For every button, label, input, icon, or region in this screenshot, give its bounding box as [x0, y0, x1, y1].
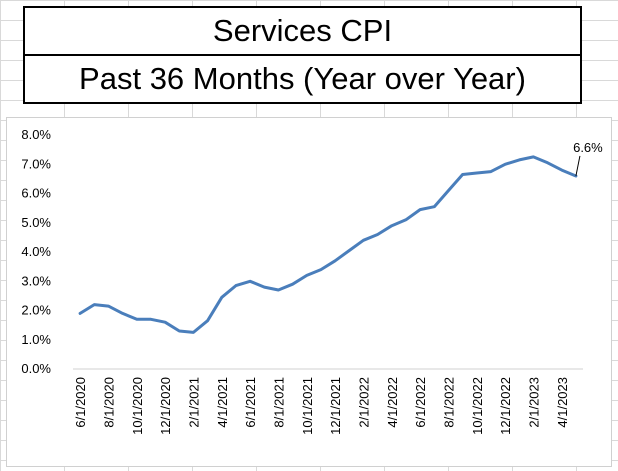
x-tick-label: 4/1/2022 [385, 377, 400, 428]
x-tick-label: 4/1/2021 [215, 377, 230, 428]
annotation-label: 6.6% [573, 140, 603, 155]
x-tick-label: 10/1/2020 [130, 377, 145, 435]
y-tick-label: 5.0% [21, 215, 51, 230]
x-tick-label: 2/1/2021 [186, 377, 201, 428]
y-tick-label: 4.0% [21, 244, 51, 259]
x-tick-label: 10/1/2021 [300, 377, 315, 435]
line-chart: 0.0% 1.0% 2.0% 3.0% 4.0% 5.0% 6.0% 7.0% 8.0% 6/1… [21, 127, 603, 435]
y-tick-label: 0.0% [21, 361, 51, 376]
y-tick-label: 8.0% [21, 127, 51, 142]
x-tick-label: 12/1/2022 [498, 377, 513, 435]
y-tick-label: 1.0% [21, 332, 51, 347]
y-tick-label: 2.0% [21, 303, 51, 318]
x-tick-label: 6/1/2022 [413, 377, 428, 428]
chart-area[interactable]: 0.0% 1.0% 2.0% 3.0% 4.0% 5.0% 6.0% 7.0% 8.0% 6/1… [6, 117, 612, 467]
y-axis-labels: 0.0% 1.0% 2.0% 3.0% 4.0% 5.0% 6.0% 7.0% 8.0% [21, 127, 51, 376]
y-tick-label: 6.0% [21, 186, 51, 201]
chart-title-text: Services CPI [212, 13, 393, 48]
x-tick-label: 2/1/2023 [526, 377, 541, 428]
chart-subtitle: Past 36 Months (Year over Year) [23, 54, 582, 104]
series-line [78, 155, 578, 334]
x-tick-label: 2/1/2022 [356, 377, 371, 428]
x-tick-label: 4/1/2023 [555, 377, 570, 428]
x-axis-labels: 6/1/2020 8/1/2020 10/1/2020 12/1/2020 2/1/20… [73, 377, 570, 435]
x-tick-label: 8/1/2021 [271, 377, 286, 428]
x-tick-label: 6/1/2021 [243, 377, 258, 428]
x-tick-label: 12/1/2020 [158, 377, 173, 435]
chart-title: Services CPI [23, 6, 582, 56]
y-tick-label: 7.0% [21, 156, 51, 171]
x-tick-label: 8/1/2022 [441, 377, 456, 428]
x-tick-label: 12/1/2021 [328, 377, 343, 435]
y-tick-label: 3.0% [21, 273, 51, 288]
chart-subtitle-text: Past 36 Months (Year over Year) [79, 61, 526, 96]
x-tick-label: 10/1/2022 [470, 377, 485, 435]
x-tick-label: 8/1/2020 [101, 377, 116, 428]
x-tick-label: 6/1/2020 [73, 377, 88, 428]
annotation-leader-line [575, 155, 581, 177]
